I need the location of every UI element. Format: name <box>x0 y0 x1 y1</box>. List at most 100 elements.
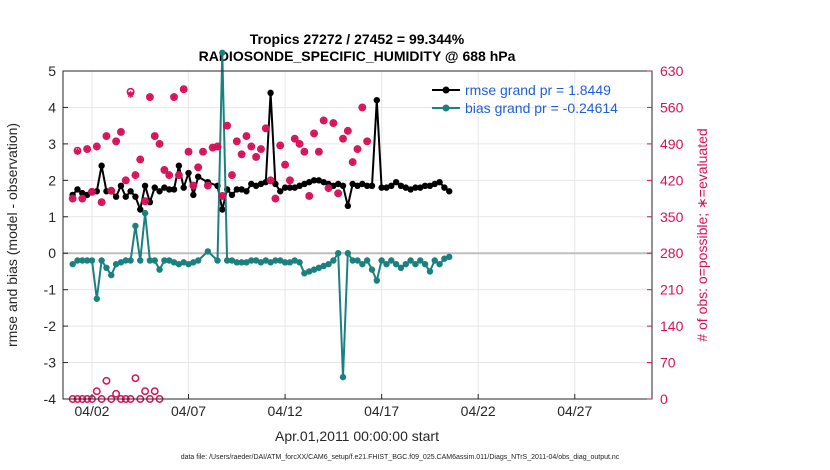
y-right-tick-label-5: 350 <box>660 209 684 225</box>
series-3-point-42 <box>272 195 279 202</box>
series-3-point-10 <box>117 128 125 136</box>
series-3-point-51 <box>315 148 323 155</box>
series-3-point-1 <box>74 148 81 155</box>
series-1-point-26 <box>194 257 202 264</box>
series-1-point-23 <box>180 259 187 266</box>
series-1-point-38 <box>262 257 269 264</box>
series-1-point-1 <box>74 257 81 264</box>
series-0-point-65 <box>392 178 400 186</box>
series-1-point-41 <box>277 257 284 264</box>
series-0-point-47 <box>306 178 313 186</box>
y-left-tick-label-4: 0 <box>48 245 56 261</box>
series-4-point-5 <box>92 387 101 396</box>
x-axis-ticks: 04/02 04/07 04/12 04/17 04/22 04/27 <box>74 394 592 419</box>
series-1-point-54 <box>339 373 347 381</box>
series-1-point-67 <box>402 260 409 268</box>
series-3-point-28 <box>204 182 212 189</box>
series-0-point-60 <box>368 182 376 189</box>
series-3-point-32 <box>223 122 231 129</box>
series-3-point-39 <box>257 145 265 153</box>
series-1-point-17 <box>151 257 158 264</box>
series-0-point-11 <box>122 193 129 200</box>
legend-bias-marker <box>442 104 450 112</box>
series-3-point-3 <box>83 145 91 153</box>
series-3-point-46 <box>291 135 298 142</box>
series-0-point-17 <box>151 184 158 191</box>
y-right-tick-label-4: 280 <box>660 245 684 261</box>
series-4-point-13 <box>131 374 140 383</box>
series-1-point-73 <box>431 257 438 264</box>
series-3-point-50 <box>310 130 318 137</box>
series-3-point-36 <box>243 132 250 140</box>
series-1-point-24 <box>185 260 192 268</box>
series-1-point-22 <box>175 260 183 268</box>
series-3-point-18 <box>156 140 163 148</box>
y-right-tick-label-6: 420 <box>660 172 684 188</box>
series-0-point-34 <box>243 188 250 195</box>
series-1-point-75 <box>441 255 448 262</box>
series-3-point-30 <box>214 143 221 150</box>
series-1-point-2 <box>79 257 86 264</box>
series-0-point-62 <box>378 184 385 191</box>
series-1-point-52 <box>330 257 337 264</box>
series-0-point-55 <box>344 202 352 210</box>
y-right-tick-label-3: 210 <box>660 282 684 298</box>
series-0-point-71 <box>421 182 429 189</box>
series-1-point-0 <box>69 260 76 268</box>
series-0-point-29 <box>219 206 226 213</box>
x-tick-label-1: 04/07 <box>171 403 206 419</box>
legend: rmse grand pr = 1.8449 bias grand pr = -… <box>432 82 618 116</box>
series-3-point-54 <box>330 119 337 127</box>
series-1-point-14 <box>137 257 144 264</box>
series-3 <box>69 86 371 206</box>
series-0-point-53 <box>334 180 342 188</box>
x-tick-label-2: 04/12 <box>268 403 303 419</box>
plot-frame <box>62 70 653 400</box>
series-1-point-62 <box>378 257 385 264</box>
series-1-point-43 <box>286 259 294 266</box>
series-3-point-9 <box>112 138 120 145</box>
series-0-point-10 <box>117 182 125 189</box>
data-series <box>68 49 453 403</box>
series-1-point-3 <box>83 257 91 264</box>
series-0-point-33 <box>238 186 245 193</box>
series-1-point-39 <box>267 259 274 266</box>
series-3-point-53 <box>325 184 332 192</box>
series-3-point-59 <box>354 145 361 153</box>
x-tick-label-5: 04/27 <box>557 403 592 419</box>
series-3-point-4 <box>88 188 96 195</box>
series-1-point-74 <box>436 260 443 268</box>
series-3-point-26 <box>194 164 202 171</box>
series-0-point-18 <box>156 188 163 195</box>
series-1-point-21 <box>170 259 178 266</box>
series-0-point-50 <box>320 178 327 186</box>
series-3-point-37 <box>248 143 255 150</box>
series-1-point-51 <box>325 260 332 268</box>
series-1-point-30 <box>223 257 231 264</box>
y-left-axis-label: rmse and bias (model - observation) <box>4 123 20 347</box>
series-3-point-40 <box>262 125 269 132</box>
series-0-point-23 <box>180 184 187 191</box>
series-1-point-46 <box>301 270 308 277</box>
series-0-point-39 <box>267 89 274 97</box>
series-3-point-6 <box>98 199 105 206</box>
series-3-point-41 <box>267 177 274 184</box>
series-1-point-55 <box>344 250 352 257</box>
legend-bias-label: bias grand pr = -0.24614 <box>465 100 618 116</box>
y-left-tick-label-0: -4 <box>44 391 57 407</box>
y-left-tick-label-7: 3 <box>48 136 56 152</box>
series-0-point-19 <box>161 184 168 191</box>
series-3-point-12 <box>127 91 134 98</box>
series-1-point-57 <box>354 257 361 264</box>
series-0-point-75 <box>441 184 448 191</box>
x-tick-label-0: 04/02 <box>74 403 109 419</box>
series-1-point-35 <box>248 257 255 264</box>
series-1-point-28 <box>214 257 221 264</box>
y-right-tick-label-2: 140 <box>660 318 684 334</box>
series-1-point-19 <box>161 257 168 264</box>
series-0-point-69 <box>412 184 419 191</box>
series-0-point-1 <box>74 186 81 193</box>
series-3-point-34 <box>233 138 241 145</box>
series-1-point-59 <box>363 257 371 264</box>
